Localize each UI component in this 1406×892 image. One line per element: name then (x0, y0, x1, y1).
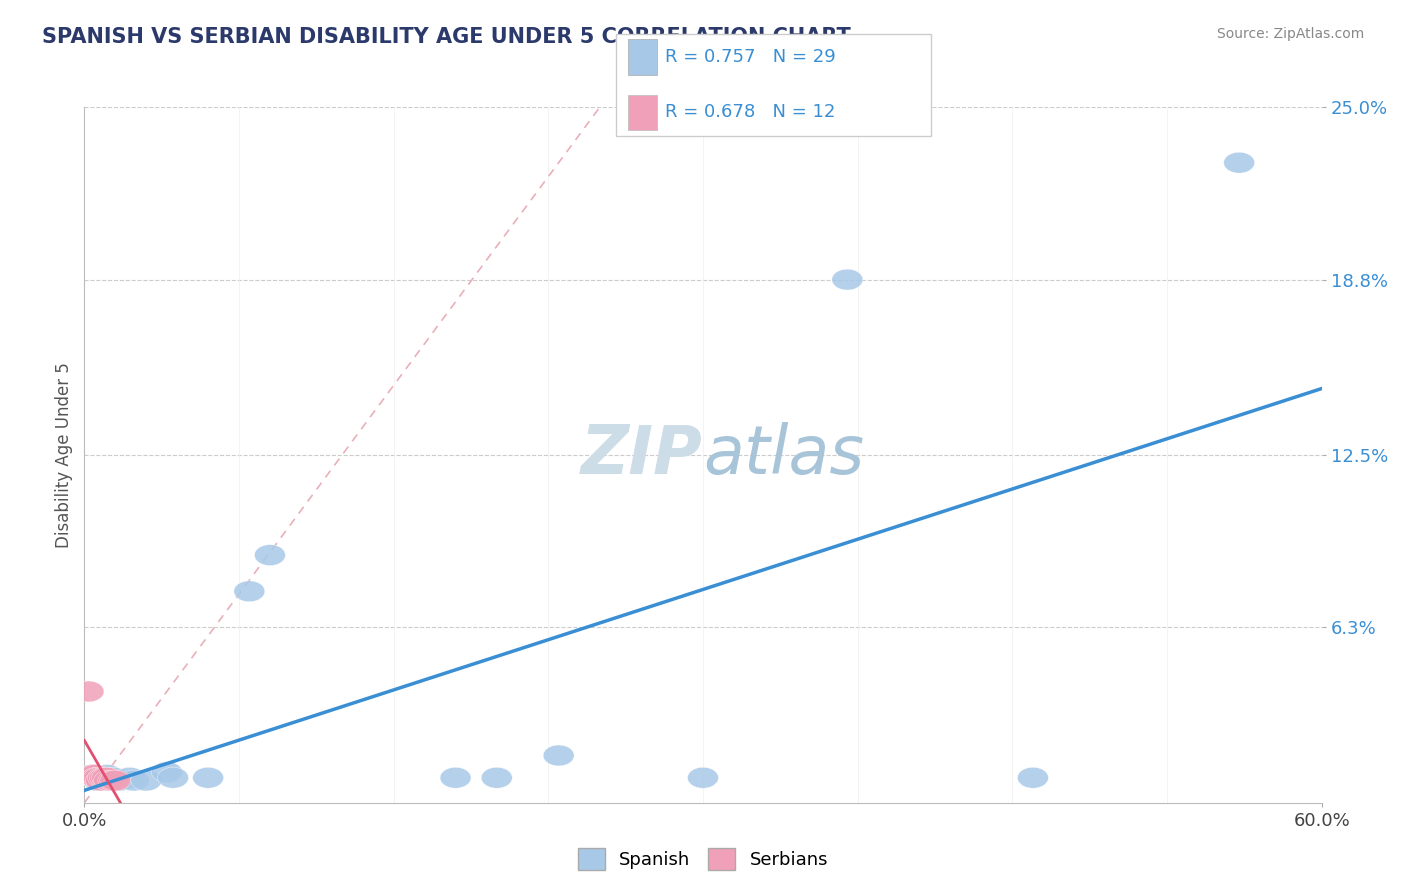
Ellipse shape (118, 770, 149, 791)
Ellipse shape (832, 269, 863, 290)
Ellipse shape (86, 770, 117, 791)
Ellipse shape (90, 767, 121, 789)
Ellipse shape (131, 770, 162, 791)
Ellipse shape (104, 770, 135, 791)
Ellipse shape (96, 767, 127, 789)
Ellipse shape (157, 767, 188, 789)
Text: SPANISH VS SERBIAN DISABILITY AGE UNDER 5 CORRELATION CHART: SPANISH VS SERBIAN DISABILITY AGE UNDER … (42, 27, 851, 46)
Ellipse shape (440, 767, 471, 789)
Y-axis label: Disability Age Under 5: Disability Age Under 5 (55, 362, 73, 548)
Ellipse shape (543, 745, 574, 766)
Ellipse shape (83, 767, 114, 789)
Ellipse shape (79, 764, 110, 786)
Ellipse shape (94, 770, 125, 791)
Ellipse shape (193, 767, 224, 789)
Ellipse shape (688, 767, 718, 789)
Ellipse shape (87, 767, 118, 789)
Ellipse shape (1223, 153, 1254, 173)
Ellipse shape (86, 767, 117, 789)
Text: ZIP: ZIP (581, 422, 703, 488)
Ellipse shape (98, 770, 129, 791)
Ellipse shape (233, 581, 264, 602)
Ellipse shape (114, 767, 145, 789)
Text: Source: ZipAtlas.com: Source: ZipAtlas.com (1216, 27, 1364, 41)
Ellipse shape (83, 770, 114, 791)
Ellipse shape (152, 762, 183, 782)
Ellipse shape (90, 767, 121, 789)
Ellipse shape (82, 767, 112, 789)
Ellipse shape (1018, 767, 1049, 789)
Ellipse shape (100, 770, 131, 791)
Ellipse shape (77, 764, 108, 786)
Ellipse shape (481, 767, 512, 789)
Ellipse shape (87, 770, 118, 791)
Ellipse shape (98, 767, 129, 789)
Ellipse shape (101, 770, 132, 791)
Legend: Spanish, Serbians: Spanish, Serbians (571, 841, 835, 877)
Ellipse shape (94, 770, 125, 791)
Ellipse shape (77, 764, 108, 786)
Text: R = 0.678   N = 12: R = 0.678 N = 12 (665, 103, 835, 121)
Ellipse shape (91, 764, 122, 786)
Ellipse shape (82, 767, 112, 789)
Ellipse shape (91, 767, 122, 789)
Text: R = 0.757   N = 29: R = 0.757 N = 29 (665, 48, 835, 66)
Ellipse shape (73, 681, 104, 702)
Text: atlas: atlas (703, 422, 865, 488)
Ellipse shape (100, 770, 131, 791)
Ellipse shape (254, 545, 285, 566)
Ellipse shape (79, 767, 110, 789)
